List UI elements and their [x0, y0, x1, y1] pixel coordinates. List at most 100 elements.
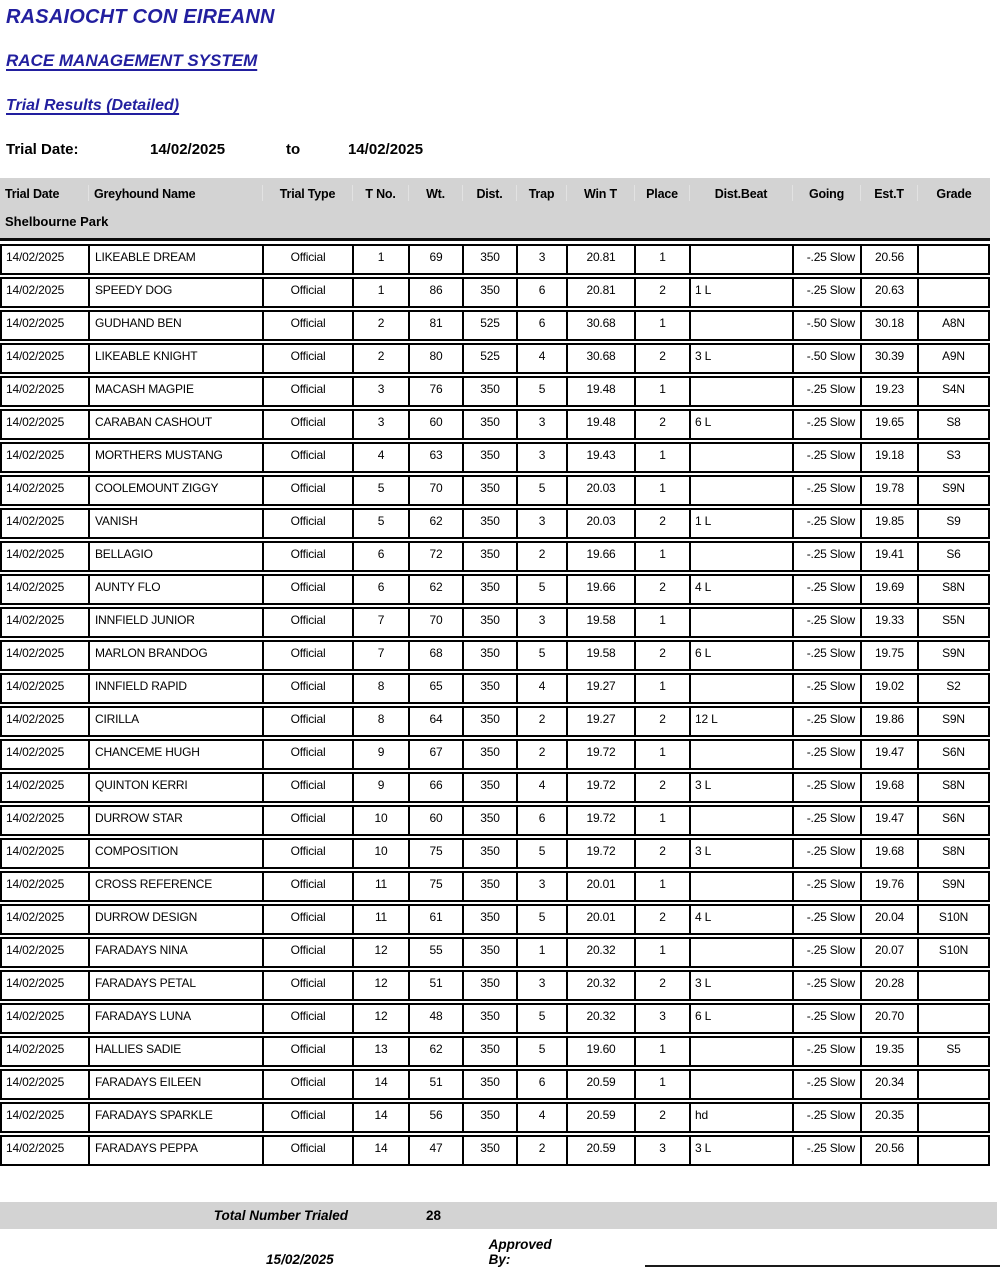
cell-going: -.25 Slow: [794, 609, 862, 636]
table-body: 14/02/2025 LIKEABLE DREAM Official 1 69 …: [0, 244, 990, 1166]
column-header-trial-date: Trial Date: [5, 187, 60, 201]
cell-dist-beat: 3 L: [691, 840, 794, 867]
cell-place: 1: [636, 378, 691, 405]
cell-est-t: 19.02: [862, 675, 919, 702]
cell-trial-date: 14/02/2025: [2, 1038, 90, 1065]
cell-trial-date: 14/02/2025: [2, 345, 90, 372]
cell-going: -.25 Slow: [794, 840, 862, 867]
cell-greyhound-name: MACASH MAGPIE: [90, 378, 264, 405]
table-row: 14/02/2025 GUDHAND BEN Official 2 81 525…: [0, 310, 990, 341]
cell-t-no: 8: [354, 708, 410, 735]
cell-dist-beat: 3 L: [691, 774, 794, 801]
cell-trial-type: Official: [264, 807, 354, 834]
cell-dist-beat: hd: [691, 1104, 794, 1131]
table-row: 14/02/2025 CIRILLA Official 8 64 350 2 1…: [0, 706, 990, 737]
cell-est-t: 20.04: [862, 906, 919, 933]
cell-dist-beat: [691, 312, 794, 339]
cell-dist-beat: 6 L: [691, 1005, 794, 1032]
cell-win-t: 30.68: [568, 345, 636, 372]
cell-grade: [919, 972, 988, 999]
cell-greyhound-name: AUNTY FLO: [90, 576, 264, 603]
cell-trap: 4: [518, 774, 568, 801]
cell-grade: S4N: [942, 382, 965, 396]
cell-dist-beat: 3 L: [691, 345, 794, 372]
cell-place: 2: [636, 1104, 691, 1131]
cell-wt: 75: [410, 873, 464, 900]
cell-going: -.25 Slow: [794, 576, 862, 603]
cell-win-t: 20.59: [568, 1137, 636, 1164]
cell-t-no: 3: [354, 411, 410, 438]
cell-est-t: 19.68: [862, 840, 919, 867]
cell-grade: [919, 1071, 988, 1098]
cell-trial-type: Official: [264, 708, 354, 735]
cell-trap: 3: [518, 411, 568, 438]
cell-trial-date: 14/02/2025: [2, 741, 90, 768]
cell-greyhound-name: COMPOSITION: [90, 840, 264, 867]
cell-grade: S9N: [942, 481, 965, 495]
cell-win-t: 20.01: [568, 873, 636, 900]
total-band: Total Number Trialed 28: [0, 1202, 997, 1229]
cell-trap: 4: [518, 345, 568, 372]
cell-est-t: 19.86: [862, 708, 919, 735]
cell-greyhound-name: SPEEDY DOG: [90, 279, 264, 306]
cell-dist-beat: [691, 1071, 794, 1098]
table-row: 14/02/2025 BELLAGIO Official 6 72 350 2 …: [0, 541, 990, 572]
cell-grade: S10N: [938, 943, 969, 957]
cell-dist-beat: [691, 444, 794, 471]
table-row: 14/02/2025 MORTHERS MUSTANG Official 4 6…: [0, 442, 990, 473]
cell-trial-date: 14/02/2025: [2, 246, 90, 273]
cell-t-no: 14: [354, 1137, 410, 1164]
cell-dist-beat: [691, 246, 794, 273]
cell-trap: 5: [518, 378, 568, 405]
cell-t-no: 9: [354, 741, 410, 768]
table-row: 14/02/2025 CHANCEME HUGH Official 9 67 3…: [0, 739, 990, 770]
cell-win-t: 19.58: [568, 609, 636, 636]
cell-trial-type: Official: [264, 939, 354, 966]
cell-dist: 525: [464, 312, 518, 339]
cell-grade: S9N: [942, 646, 965, 660]
cell-t-no: 3: [354, 378, 410, 405]
cell-wt: 69: [410, 246, 464, 273]
cell-dist: 350: [464, 279, 518, 306]
cell-grade: A8N: [942, 316, 965, 330]
cell-greyhound-name: QUINTON KERRI: [90, 774, 264, 801]
cell-trial-date: 14/02/2025: [2, 1104, 90, 1131]
cell-dist: 350: [464, 642, 518, 669]
cell-t-no: 12: [354, 939, 410, 966]
cell-dist: 350: [464, 675, 518, 702]
title-block: RASAIOCHT CON EIREANN RACE MANAGEMENT SY…: [0, 6, 1000, 115]
cell-est-t: 30.18: [862, 312, 919, 339]
cell-win-t: 19.27: [568, 675, 636, 702]
cell-grade: [919, 1137, 988, 1164]
cell-est-t: 19.85: [862, 510, 919, 537]
cell-dist-beat: [691, 939, 794, 966]
cell-t-no: 7: [354, 642, 410, 669]
cell-wt: 67: [410, 741, 464, 768]
cell-dist-beat: [691, 543, 794, 570]
table-row: 14/02/2025 COOLEMOUNT ZIGGY Official 5 7…: [0, 475, 990, 506]
table-row: 14/02/2025 INNFIELD JUNIOR Official 7 70…: [0, 607, 990, 638]
cell-trap: 6: [518, 312, 568, 339]
cell-going: -.25 Slow: [794, 378, 862, 405]
cell-going: -.25 Slow: [794, 477, 862, 504]
cell-t-no: 10: [354, 840, 410, 867]
cell-dist: 525: [464, 345, 518, 372]
cell-place: 1: [636, 807, 691, 834]
cell-trial-date: 14/02/2025: [2, 873, 90, 900]
cell-win-t: 20.59: [568, 1104, 636, 1131]
cell-dist-beat: [691, 1038, 794, 1065]
cell-going: -.25 Slow: [794, 774, 862, 801]
cell-place: 2: [636, 708, 691, 735]
cell-dist: 350: [464, 477, 518, 504]
cell-grade: S3: [946, 448, 961, 462]
cell-dist-beat: 6 L: [691, 642, 794, 669]
cell-est-t: 19.65: [862, 411, 919, 438]
cell-win-t: 19.72: [568, 840, 636, 867]
cell-trap: 5: [518, 840, 568, 867]
column-header-win-t: Win T: [566, 185, 634, 201]
column-header-t-no: T No.: [352, 185, 408, 201]
cell-place: 3: [636, 1137, 691, 1164]
cell-dist: 350: [464, 906, 518, 933]
cell-trial-date: 14/02/2025: [2, 279, 90, 306]
cell-trap: 3: [518, 246, 568, 273]
